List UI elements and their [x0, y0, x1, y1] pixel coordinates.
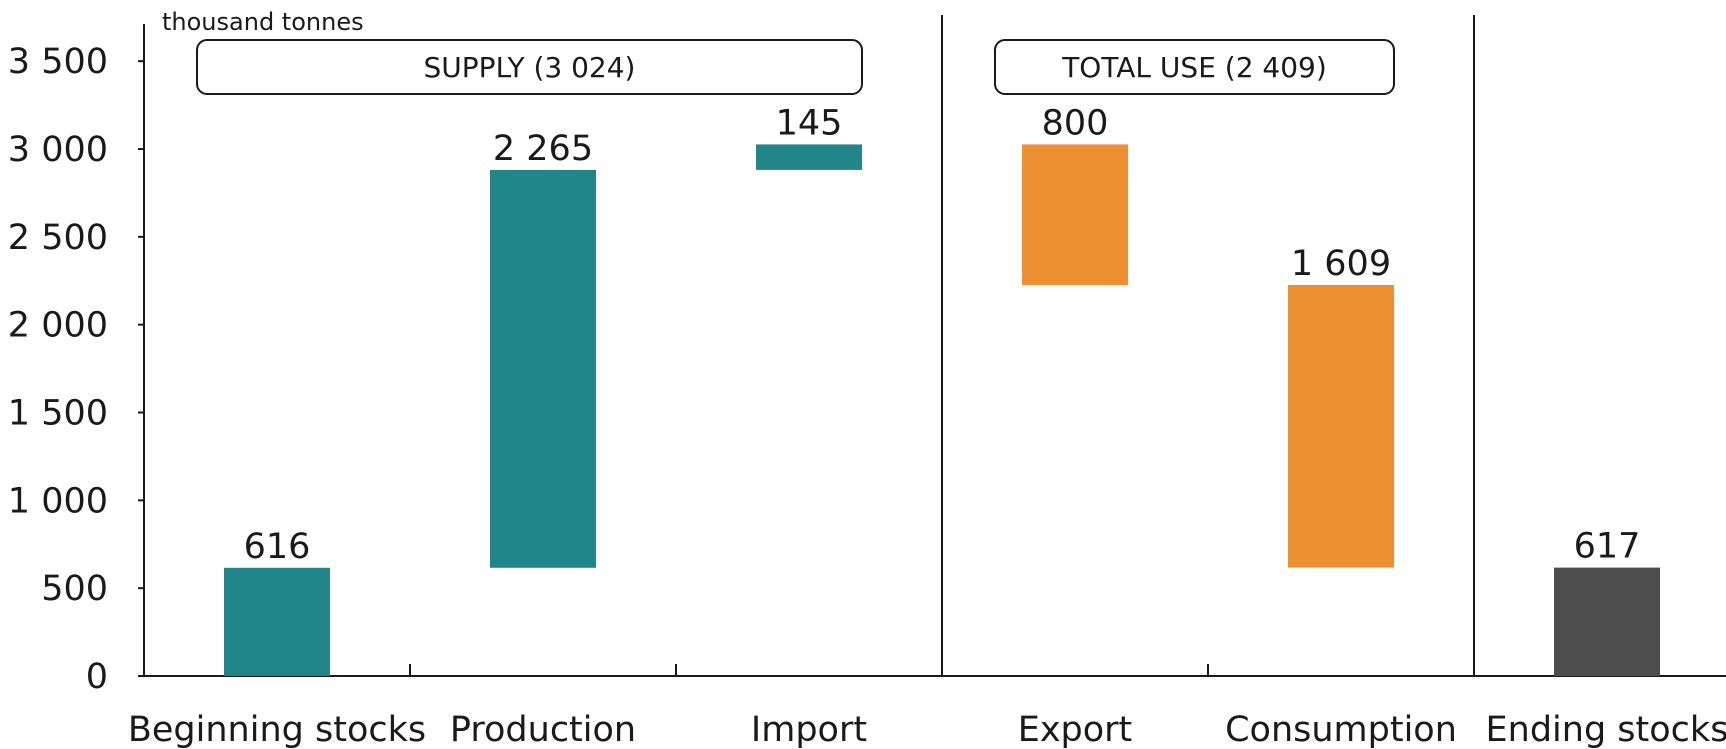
- bars: [224, 144, 1660, 676]
- bar: [1022, 144, 1128, 285]
- bar-value-label: 2 265: [493, 129, 593, 169]
- bar-value-label: 616: [244, 527, 311, 567]
- y-axis-unit-label: thousand tonnes: [162, 8, 364, 36]
- bar: [224, 567, 330, 676]
- x-category-label: Import: [751, 710, 867, 749]
- x-category-label: Export: [1018, 710, 1133, 749]
- group-box: [994, 39, 1395, 95]
- x-category-label: Production: [450, 710, 636, 749]
- y-tick-label: 3 500: [8, 42, 108, 82]
- x-category-label: Consumption: [1225, 710, 1457, 749]
- y-tick-label: 0: [86, 657, 108, 697]
- x-category-label: Ending stocks: [1486, 710, 1726, 749]
- x-category-label: Beginning stocks: [128, 710, 426, 749]
- bar-value-label: 800: [1042, 103, 1109, 143]
- bar: [1554, 567, 1660, 676]
- axes: [138, 15, 1726, 677]
- group-box-label: TOTAL USE (2 409): [1061, 51, 1327, 84]
- y-tick-label: 500: [41, 569, 108, 609]
- bar: [490, 169, 596, 568]
- y-tick-label: 1 000: [8, 481, 108, 521]
- y-tick-label: 2 000: [8, 306, 108, 346]
- bar-value-label: 1 609: [1291, 244, 1391, 284]
- group-box-label: SUPPLY (3 024): [424, 51, 636, 84]
- bar-value-label: 145: [776, 103, 843, 143]
- y-tick-label: 3 000: [8, 130, 108, 170]
- labels: 0 500 1 000 1 500 2 000 2 500 3 000 3 500 thousa…: [8, 8, 1726, 749]
- y-tick-label: 1 500: [8, 394, 108, 434]
- group-boxes: SUPPLY (3 024) TOTAL USE (2 409): [196, 39, 1395, 95]
- bar: [1288, 284, 1394, 568]
- group-box: [196, 39, 863, 95]
- bar: [756, 144, 862, 170]
- y-tick-label: 2 500: [8, 218, 108, 258]
- bar-value-label: 617: [1574, 527, 1641, 567]
